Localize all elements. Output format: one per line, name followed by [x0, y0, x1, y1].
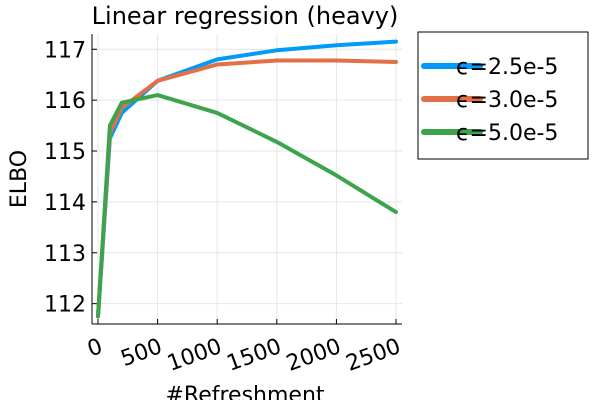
legend-label-3: ϵ=5.0e-5 [456, 121, 558, 146]
series [96, 39, 398, 319]
legend: ϵ=2.5e-5 ϵ=3.0e-5 ϵ=5.0e-5 [417, 31, 589, 160]
x-tick-label: 0 [84, 334, 106, 362]
legend-box [417, 31, 589, 160]
x-tick-label: 500 [118, 334, 166, 372]
legend-label-1: ϵ=2.5e-5 [456, 55, 558, 80]
y-tick-label: 112 [44, 293, 86, 318]
x-tick-label: 1000 [164, 334, 225, 377]
x-tick-label: 2000 [283, 334, 344, 377]
y-tick-label: 117 [44, 38, 86, 63]
x-axis-label: #Refreshment [165, 383, 324, 400]
y-tick-label: 115 [44, 140, 86, 165]
y-tick-label: 113 [44, 242, 86, 267]
y-tick-label: 114 [44, 191, 86, 216]
series-line-1 [96, 39, 398, 319]
y-tick-label: 116 [44, 89, 86, 114]
chart-title: Linear regression (heavy) [92, 2, 399, 30]
series-line-3 [96, 93, 398, 319]
legend-label-2: ϵ=3.0e-5 [456, 88, 558, 113]
grid [92, 34, 402, 324]
x-tick-label: 1500 [224, 334, 285, 377]
series-line-2 [96, 58, 398, 319]
x-tick-label: 2500 [343, 334, 404, 377]
y-axis-label: ELBO [7, 150, 32, 208]
